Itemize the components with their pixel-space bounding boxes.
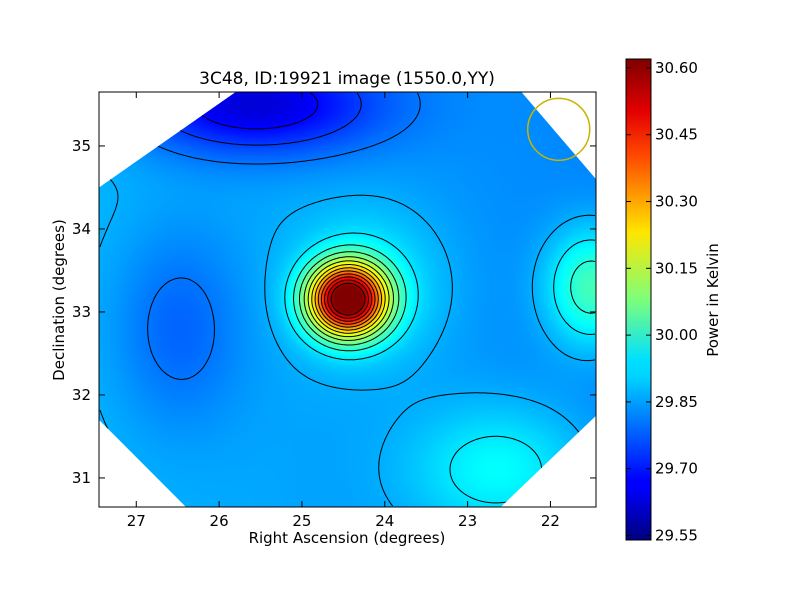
contour-line [317, 270, 379, 328]
colorbar-tick-label: 29.70 [655, 460, 698, 478]
y-tick-label: 31 [72, 469, 91, 487]
x-tick-label: 26 [210, 512, 229, 530]
x-tick-label: 25 [292, 512, 311, 530]
heatmap-image [99, 92, 596, 507]
contour-line [320, 273, 376, 325]
plot-frame [98, 91, 597, 508]
contour-line [311, 264, 386, 334]
x-axis-ticks: 27 26 25 24 23 22 [127, 92, 560, 530]
colorbar-tick-label: 30.30 [655, 193, 698, 211]
x-tick-label: 24 [375, 512, 394, 530]
x-tick-label: 23 [458, 512, 477, 530]
contour-line [314, 267, 383, 331]
circle-marker [526, 97, 591, 162]
y-axis-label: Declination (degrees) [50, 219, 68, 381]
x-tick-label: 22 [541, 512, 560, 530]
colorbar-tick-label: 30.60 [655, 59, 698, 77]
contour-line [307, 260, 390, 338]
x-tick-label: 27 [127, 512, 146, 530]
colorbar-tick-label: 29.55 [655, 527, 698, 545]
colorbar-tick-label: 30.45 [655, 126, 698, 144]
contour-line [330, 282, 366, 316]
x-axis-label: Right Ascension (degrees) [249, 529, 446, 547]
y-tick-label: 34 [72, 220, 91, 238]
contour-line [327, 279, 369, 319]
y-tick-label: 35 [72, 137, 91, 155]
plot-area [99, 92, 596, 507]
contour-line [284, 232, 596, 504]
colorbar-ticks: 29.55 29.70 29.85 30.00 30.15 30.30 30.45 30.60 [626, 59, 698, 545]
colorbar: 29.55 29.70 29.85 30.00 30.15 30.30 30.45 30.60… [625, 58, 722, 545]
contour-line [299, 251, 400, 346]
y-axis-ticks: 31 32 33 34 35 [72, 137, 596, 487]
colorbar-tick-label: 29.85 [655, 393, 698, 411]
contour-line [293, 244, 596, 352]
y-tick-label: 32 [72, 386, 91, 404]
contour-lines [99, 92, 596, 507]
colorbar-gradient [625, 58, 652, 541]
chart-title: 3C48, ID:19921 image (1550.0,YY) [199, 69, 495, 89]
contour-line [303, 256, 394, 341]
colorbar-tick-label: 30.15 [655, 259, 698, 277]
y-tick-label: 33 [72, 303, 91, 321]
contour-line [324, 276, 373, 322]
colorbar-label: Power in Kelvin [704, 243, 722, 357]
colorbar-tick-label: 30.00 [655, 326, 698, 344]
